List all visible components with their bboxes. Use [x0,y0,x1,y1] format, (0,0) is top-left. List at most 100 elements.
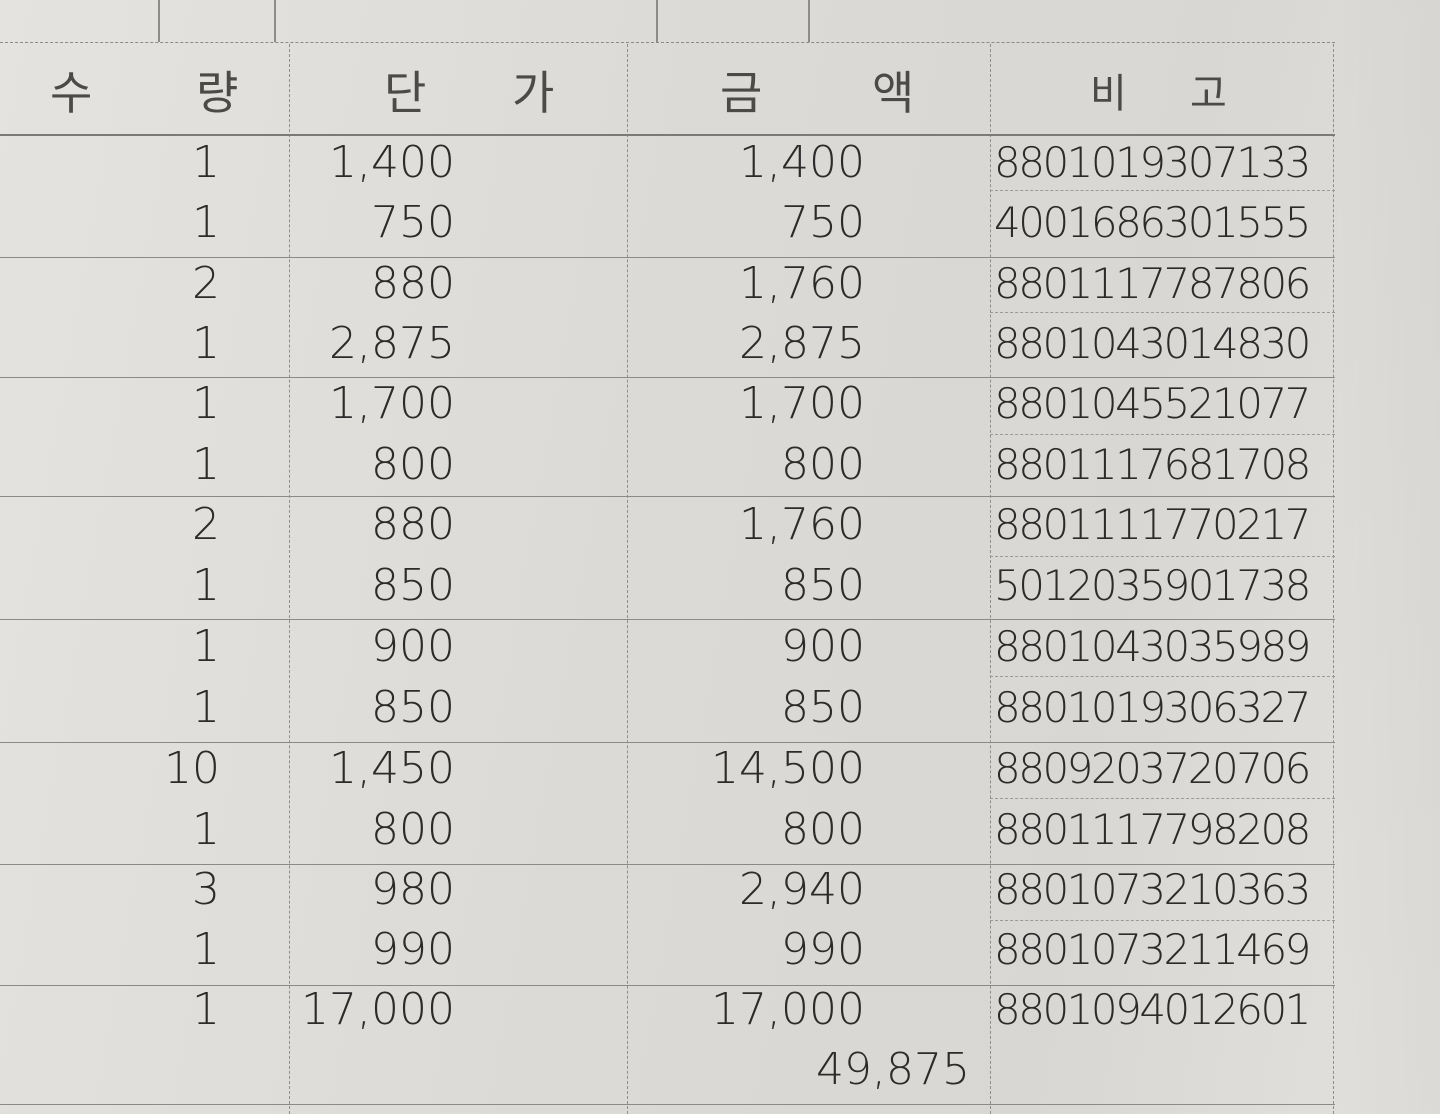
qty-cell: 1 [192,804,220,855]
note-row-divider [990,676,1335,677]
note-cell: 8801111770217 [994,500,1311,549]
total-amount: 49,875 [816,1044,970,1095]
note-cell: 8801117681708 [994,440,1311,489]
note-row-divider [990,434,1335,435]
note-cell: 8801117798208 [994,805,1311,854]
price-cell: 17,000 [301,984,455,1035]
qty-cell: 1 [192,984,220,1035]
group-divider [0,742,1335,743]
table-row: 1 2,875 2,875 8801043014830 [0,314,1335,374]
qty-cell: 1 [192,682,220,733]
qty-cell: 1 [192,560,220,611]
price-cell: 880 [371,499,455,550]
header-amount-right: 액 [872,66,915,120]
header-price-left: 단 [384,66,427,120]
note-row-divider [990,190,1335,191]
table-row: 1 1,400 1,400 8801019307133 [0,133,1335,193]
table-row: 2 880 1,760 8801117787806 [0,254,1335,314]
group-divider [0,377,1335,378]
amount-cell: 1,760 [739,258,865,309]
table-row: 1 990 990 8801073211469 [0,920,1335,980]
qty-cell: 1 [192,197,220,248]
amount-cell: 2,940 [739,864,865,915]
price-cell: 990 [371,924,455,975]
note-cell: 8801019306327 [994,683,1311,732]
note-row-divider [990,798,1335,799]
group-divider [0,496,1335,497]
amount-cell: 800 [781,439,865,490]
header-price-right: 가 [512,66,555,120]
note-row-divider [990,312,1335,313]
note-row-divider [990,920,1335,921]
table-row: 1 17,000 17,000 8801094012601 [0,980,1335,1040]
amount-cell: 14,500 [711,743,865,794]
price-cell: 1,450 [329,743,455,794]
amount-cell: 2,875 [739,318,865,369]
qty-cell: 2 [192,258,220,309]
table-row: 1 850 850 8801019306327 [0,678,1335,738]
group-divider [0,257,1335,258]
price-cell: 800 [371,439,455,490]
amount-cell: 800 [781,804,865,855]
note-cell: 8801045521077 [994,379,1311,428]
group-divider [0,985,1335,986]
header-amount-left: 금 [720,66,763,120]
qty-cell: 10 [164,743,220,794]
price-cell: 850 [371,682,455,733]
amount-cell: 1,400 [739,137,865,188]
note-cell: 8801043014830 [994,319,1311,368]
qty-cell: 1 [192,137,220,188]
price-cell: 800 [371,804,455,855]
column-separator [990,44,991,1114]
qty-cell: 3 [192,864,220,915]
table-row: 10 1,450 14,500 8809203720706 [0,739,1335,799]
qty-cell: 1 [192,924,220,975]
qty-cell: 1 [192,621,220,672]
header-bottom-line [0,134,1335,136]
qty-cell: 1 [192,439,220,490]
note-cell: 4001686301555 [994,198,1311,247]
group-divider [0,619,1335,620]
qty-cell: 1 [192,378,220,429]
price-cell: 750 [371,197,455,248]
note-cell: 8801043035989 [994,622,1311,671]
header-note-right: 고 [1190,71,1227,117]
header-qty-right: 량 [196,66,239,120]
amount-cell: 850 [781,682,865,733]
qty-cell: 2 [192,499,220,550]
bottom-divider [0,1104,1335,1105]
previous-section-strip [0,0,1335,42]
header-note-left: 비 [1090,71,1127,117]
qty-cell: 1 [192,318,220,369]
note-cell: 8801073210363 [994,865,1311,914]
amount-cell: 1,700 [739,378,865,429]
price-cell: 1,700 [329,378,455,429]
table-row: 1 800 800 8801117798208 [0,800,1335,860]
note-cell: 5012035901738 [994,561,1311,610]
note-cell: 8801094012601 [994,985,1311,1034]
price-cell: 900 [371,621,455,672]
column-separator [627,44,628,1114]
price-cell: 1,400 [329,137,455,188]
table-row: 2 880 1,760 8801111770217 [0,495,1335,555]
amount-cell: 990 [781,924,865,975]
note-row-divider [990,556,1335,557]
amount-cell: 900 [781,621,865,672]
column-separator [289,44,290,1114]
table-row: 1 1,700 1,700 8801045521077 [0,374,1335,434]
header-qty-left: 수 [50,66,93,120]
group-divider [0,864,1335,865]
price-cell: 980 [371,864,455,915]
top-divider [0,42,1335,43]
note-cell: 8801073211469 [994,925,1311,974]
note-cell: 8801117787806 [994,259,1311,308]
price-cell: 880 [371,258,455,309]
table-row: 1 750 750 4001686301555 [0,193,1335,253]
column-separator [1333,44,1334,1114]
photo-edge-shade [1335,0,1440,1114]
table-row: 3 980 2,940 8801073210363 [0,860,1335,920]
amount-cell: 850 [781,560,865,611]
table-row: 1 850 850 5012035901738 [0,556,1335,616]
table-row: 1 900 900 8801043035989 [0,617,1335,677]
